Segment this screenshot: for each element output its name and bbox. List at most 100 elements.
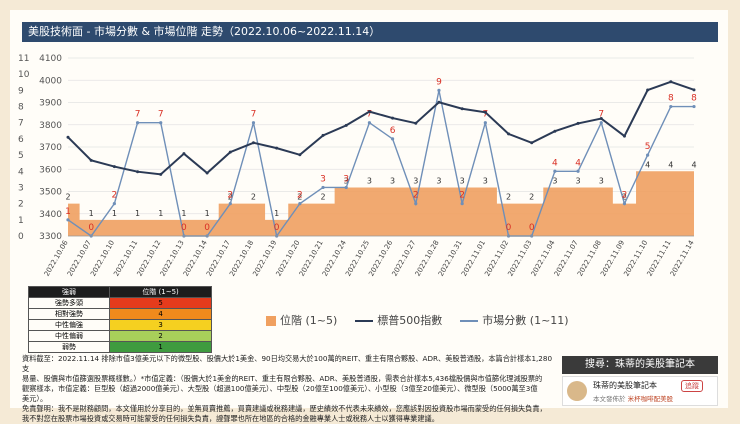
score-value-label: 1	[65, 207, 71, 217]
avatar[interactable]	[567, 381, 587, 401]
right-tick-label: 5	[18, 151, 24, 161]
footnote-line: 美元）。	[22, 394, 48, 403]
legend-item-position: 位階 (1~5)	[266, 312, 337, 328]
position-value-label: 3	[413, 176, 418, 185]
right-tick-label: 1	[18, 216, 24, 226]
position-value-label: 1	[181, 209, 186, 218]
footnote-line: 觀察樣本，市值定義：巨型股（超過2000億美元）、大型股（超過100億美元）、中…	[22, 384, 538, 393]
score-value-label: 5	[645, 142, 651, 152]
legend-item-score: 市場分數 (1~11)	[460, 312, 569, 328]
legend-row-value: 1	[109, 341, 212, 353]
left-tick-label: 3400	[39, 210, 62, 220]
legend-row-label: 中性偏強	[27, 319, 111, 331]
position-value-label: 1	[205, 209, 210, 218]
score-value-label: 0	[529, 223, 535, 233]
position-value-label: 1	[274, 209, 279, 218]
score-point	[437, 88, 441, 92]
legend-label-sp500: 標普500指數	[377, 314, 443, 327]
position-value-label: 1	[158, 209, 163, 218]
footnote-line: 資料截至：2022.11.14 排除市值3億美元以下的微型股、股價大於1美金、9…	[22, 354, 553, 373]
sp500-point	[89, 158, 93, 162]
position-value-label: 2	[622, 193, 627, 202]
score-point	[460, 202, 464, 206]
legend-header-strength: 強弱	[27, 286, 111, 298]
x-tick-label: 2022.11.14	[669, 239, 696, 278]
x-tick-label: 2022.11.01	[460, 239, 487, 278]
x-tick-label: 2022.11.10	[622, 239, 649, 278]
publish-link[interactable]: 米杯咖啡配美股	[627, 395, 674, 403]
x-tick-label: 2022.11.09	[599, 239, 626, 278]
score-point	[135, 121, 140, 125]
profile-name[interactable]: 珠蒂的美股筆記本	[593, 381, 657, 390]
score-point	[251, 121, 256, 125]
score-value-label: 0	[88, 223, 94, 233]
score-point	[367, 121, 372, 125]
score-value-label: 3	[343, 174, 349, 184]
legend-row: 強勢多頭 5	[27, 297, 212, 309]
position-value-label: 1	[89, 209, 94, 218]
score-line	[67, 90, 694, 238]
legend-label-score: 市場分數 (1~11)	[482, 314, 569, 327]
sp500-line	[67, 80, 695, 176]
left-tick-label: 3700	[39, 143, 62, 153]
x-tick-label: 2022.10.12	[135, 239, 162, 278]
profile-publish-line: 本文發佈於 米杯咖啡配美股	[593, 393, 673, 403]
score-point	[390, 137, 395, 141]
score-point	[622, 202, 627, 206]
right-tick-label: 2	[18, 200, 24, 210]
market-chart: 3300340035003600370038003900400041000123…	[18, 54, 697, 278]
sp500-point	[599, 117, 603, 121]
x-tick-label: 2022.10.13	[159, 239, 186, 278]
sp500-point	[530, 141, 534, 145]
chart-title: 美股技術面 - 市場分數 & 市場位階 走勢（2022.10.06~2022.1…	[22, 22, 718, 42]
legend-row-label: 中性偏弱	[27, 330, 111, 342]
legend-row-value: 3	[109, 319, 212, 331]
score-value-label: 8	[668, 94, 674, 104]
follow-button[interactable]: 追蹤	[681, 380, 703, 392]
right-tick-label: 4	[18, 167, 24, 177]
footnote: 資料截至：2022.11.14 排除市值3億美元以下的微型股、股價大於1美金、9…	[22, 354, 554, 424]
author-profile[interactable]: 珠蒂的美股筆記本 追蹤 本文發佈於 米杯咖啡配美股	[562, 376, 718, 406]
sp500-point	[159, 172, 163, 176]
score-value-label: 4	[552, 158, 558, 168]
right-tick-label: 6	[18, 135, 24, 145]
sp500-point	[275, 146, 279, 150]
sp500-point	[112, 165, 116, 169]
score-point	[112, 202, 116, 206]
right-tick-label: 0	[18, 232, 24, 242]
position-value-label: 1	[135, 209, 140, 218]
sp500-point	[646, 88, 650, 92]
sp500-point	[205, 171, 209, 175]
score-point	[159, 121, 163, 125]
right-tick-label: 3	[18, 183, 24, 193]
legend-row-value: 4	[109, 308, 212, 320]
x-tick-label: 2022.10.10	[89, 239, 116, 278]
area-swatch-icon	[266, 316, 276, 326]
x-tick-label: 2022.10.19	[251, 239, 278, 278]
position-value-label: 3	[599, 176, 604, 185]
score-value-label: 2	[413, 191, 419, 201]
position-value-label: 3	[483, 176, 488, 185]
position-value-label: 2	[529, 193, 534, 202]
right-tick-label: 10	[18, 70, 30, 80]
legend-label-position: 位階 (1~5)	[280, 314, 338, 327]
score-point	[321, 185, 325, 190]
disclaimer-line: 免責聲明：我不是財務顧問，本文僅用於分享目的，並無買賣推薦，買賣建議或稅務建議，…	[22, 404, 547, 413]
position-value-label: 3	[436, 176, 441, 185]
legend-row-label: 強勢多頭	[27, 297, 111, 309]
sp500-point	[576, 121, 580, 125]
score-value-label: 7	[135, 110, 141, 120]
x-tick-label: 2022.10.28	[414, 239, 441, 278]
left-tick-label: 3300	[39, 232, 62, 242]
score-value-label: 0	[506, 223, 512, 233]
position-value-label: 2	[320, 193, 325, 202]
sp500-point	[136, 170, 140, 174]
position-value-label: 3	[367, 176, 372, 185]
x-tick-label: 2022.11.07	[553, 239, 580, 278]
x-tick-label: 2022.10.21	[298, 239, 325, 278]
score-point	[692, 104, 696, 109]
position-value-label: 4	[668, 160, 673, 169]
search-banner[interactable]: 搜尋：珠蒂的美股筆記本	[562, 356, 718, 374]
sp500-point	[66, 135, 70, 139]
legend-header-level: 位階 (1~5)	[109, 286, 212, 298]
